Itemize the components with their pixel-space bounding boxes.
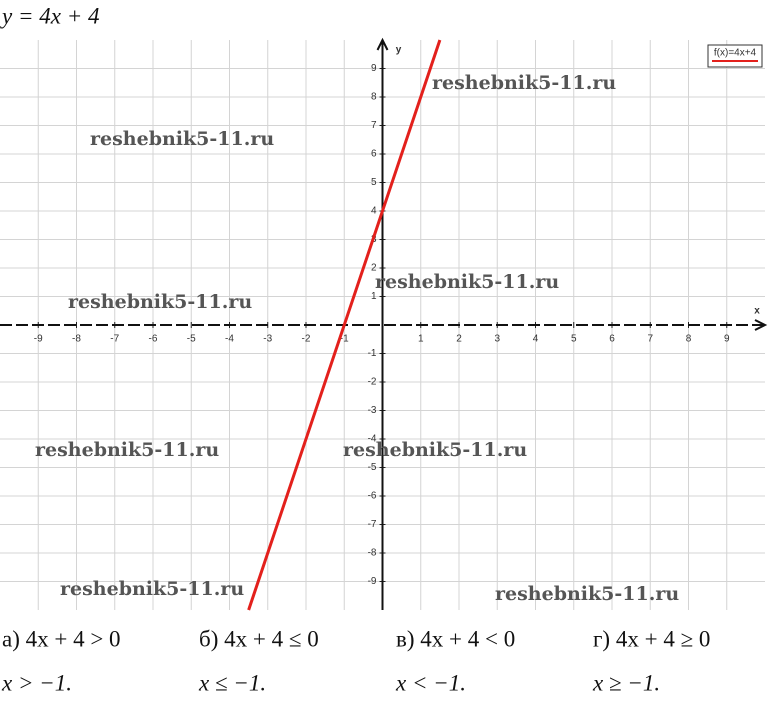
x-tick-label: 9	[724, 334, 730, 345]
x-axis-label: x	[754, 306, 760, 317]
x-tick-label: 5	[571, 334, 577, 345]
y-tick-label: -6	[368, 491, 377, 502]
y-tick-label: -7	[368, 519, 377, 530]
x-tick-label: 3	[494, 334, 500, 345]
watermark: reshebnik5-11.ru	[432, 72, 616, 94]
x-tick-label: -7	[110, 334, 119, 345]
solution: x < −1.	[395, 670, 466, 695]
watermark: reshebnik5-11.ru	[343, 439, 527, 461]
answer-bg	[197, 622, 393, 702]
y-tick-label: -2	[368, 377, 377, 388]
y-tick-label: -5	[368, 462, 377, 473]
x-arrow	[754, 319, 768, 331]
x-tick-label: -9	[34, 334, 43, 345]
solution: x ≤ −1.	[198, 670, 266, 695]
watermark: reshebnik5-11.ru	[495, 583, 679, 605]
x-tick-label: -6	[149, 334, 158, 345]
inequality: г) 4x + 4 ≥ 0	[593, 626, 710, 651]
x-tick-label: 7	[647, 334, 653, 345]
watermark: reshebnik5-11.ru	[35, 439, 219, 461]
inequality: а) 4x + 4 > 0	[2, 626, 121, 651]
x-tick-label: -3	[263, 334, 272, 345]
y-tick-label: 4	[371, 206, 377, 217]
y-tick-label: 5	[371, 177, 377, 188]
watermark: reshebnik5-11.ru	[68, 291, 252, 313]
y-tick-label: -3	[368, 405, 377, 416]
x-tick-label: 2	[456, 334, 462, 345]
x-tick-label: -1	[340, 334, 349, 345]
x-tick-label: 4	[533, 334, 539, 345]
x-tick-label: -2	[302, 334, 311, 345]
answer-bg	[591, 622, 768, 702]
y-tick-label: -9	[368, 576, 377, 587]
y-tick-label: 8	[371, 92, 377, 103]
y-tick-label: 6	[371, 149, 377, 160]
y-tick-label: -8	[368, 548, 377, 559]
inequality: б) 4x + 4 ≤ 0	[199, 626, 319, 651]
solution: x > −1.	[1, 670, 72, 695]
solution: x ≥ −1.	[592, 670, 660, 695]
y-tick-label: -1	[368, 348, 377, 359]
y-tick-label: 7	[371, 120, 377, 131]
y-tick-label: 9	[371, 63, 377, 74]
x-tick-label: -4	[225, 334, 234, 345]
answer-bg	[394, 622, 590, 702]
y-axis-label: y	[396, 45, 402, 56]
y-tick-label: 1	[371, 291, 377, 302]
answer-bg	[0, 622, 196, 702]
watermark: reshebnik5-11.ru	[60, 578, 244, 600]
y-tick-label: 2	[371, 263, 377, 274]
y-tick-label: -4	[368, 434, 377, 445]
x-tick-label: -8	[72, 334, 81, 345]
watermark: reshebnik5-11.ru	[375, 271, 559, 293]
y-arrow	[376, 37, 389, 51]
x-tick-label: 6	[609, 334, 615, 345]
inequality: в) 4x + 4 < 0	[396, 626, 515, 651]
x-tick-label: 8	[686, 334, 692, 345]
legend-label: f(x)=4x+4	[714, 48, 757, 59]
title: y = 4x + 4	[0, 3, 99, 28]
data-line	[247, 39, 442, 611]
x-tick-label: 1	[418, 334, 424, 345]
watermark: reshebnik5-11.ru	[90, 128, 274, 150]
x-tick-label: -5	[187, 334, 196, 345]
